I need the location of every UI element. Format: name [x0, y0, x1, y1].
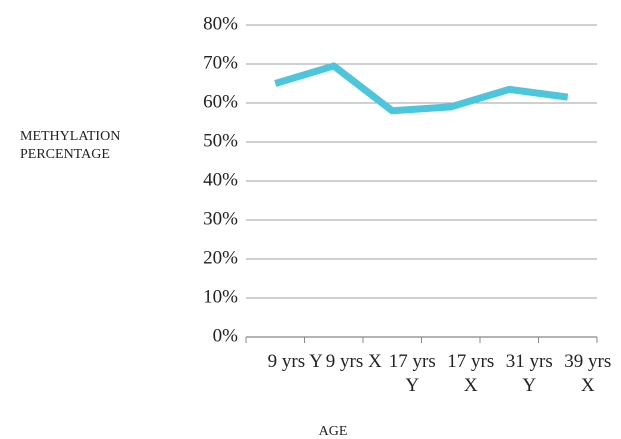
line-series: [274, 62, 569, 115]
y-axis-label: METHYLATION PERCENTAGE: [20, 129, 121, 162]
x-tick-label: 9 yrs X: [325, 351, 382, 372]
y-tick-label: 10%: [203, 286, 238, 307]
x-tick-label: 31 yrs Y: [505, 351, 553, 396]
y-tick-label: 60%: [203, 91, 238, 112]
y-tick-label: 20%: [203, 247, 238, 268]
y-tick-label: 30%: [203, 208, 238, 229]
x-tick-label: 39 yrs X: [564, 351, 612, 396]
y-tick-label: 0%: [213, 325, 239, 346]
x-tick-label: 17 yrs Y: [388, 351, 436, 396]
x-axis-label: AGE: [318, 424, 348, 439]
y-tick-label: 50%: [203, 130, 238, 151]
y-tick-label: 40%: [203, 169, 238, 190]
y-tick-label: 70%: [203, 52, 238, 73]
y-tick-label: 80%: [203, 13, 238, 34]
x-tick-label: 17 yrs X: [447, 351, 495, 396]
x-tick-label: 9 yrs Y: [267, 351, 323, 372]
